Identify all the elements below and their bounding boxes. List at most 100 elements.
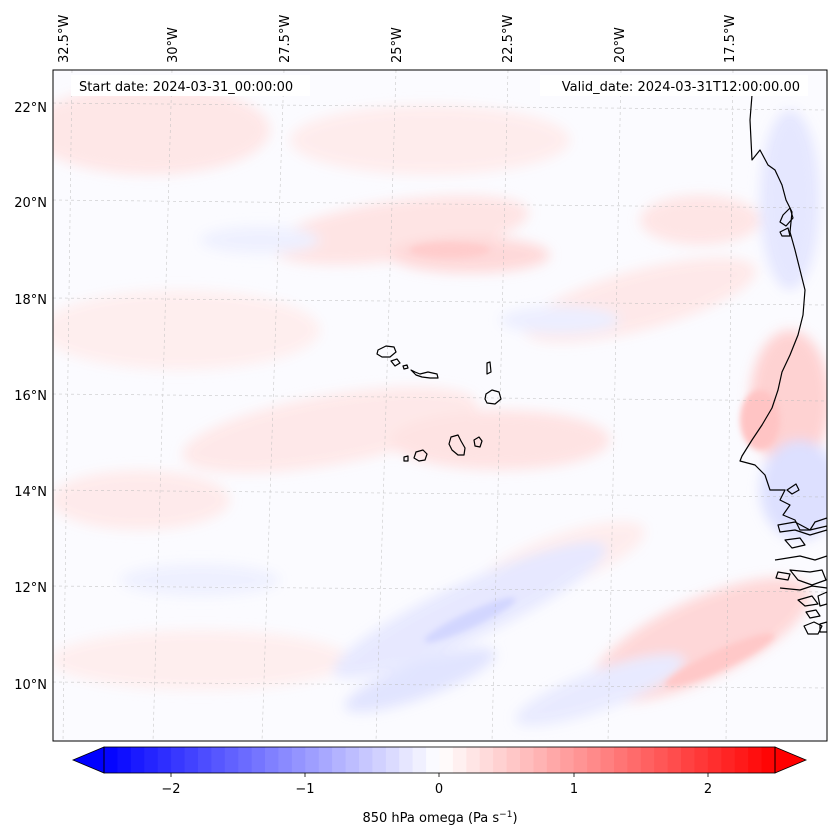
lon-label: 17.5°W [723,15,738,63]
colorbar-segment [197,747,212,773]
colorbar-tick-label: 2 [704,782,712,797]
lat-label: 18°N [14,293,47,308]
colorbar: −2 −1 0 1 2 850 hPa omega (Pa s−1) [71,746,808,826]
island-santiago [448,434,466,456]
colorbar-segment [318,747,333,773]
lat-label: 14°N [14,485,47,500]
colorbar-segment [694,747,709,773]
colorbar-segment [587,747,602,773]
gridlines [53,70,827,741]
colorbar-segment [479,747,494,773]
colorbar-segment [372,747,387,773]
colorbar-segment [157,747,172,773]
map-frame [52,69,828,742]
map-panel: Start date: 2024-03-31_00:00:00 Valid_da… [52,69,828,742]
lon-label: 27.5°W [278,15,293,63]
colorbar-frame [103,746,776,774]
island-sao-nicolau [410,369,439,379]
colorbar-segment [681,747,696,773]
colorbar-segment [224,747,239,773]
colorbar-segment [211,747,226,773]
colorbar-segment [305,747,320,773]
colorbar-segment [332,747,347,773]
colorbar-ticks [170,773,709,777]
colorbar-segment [600,747,615,773]
lat-label: 20°N [14,196,47,211]
colorbar-tick-label: −2 [161,782,180,797]
lon-label: 30°W [166,27,181,63]
lon-label: 25°W [390,27,405,63]
colorbar-segment [667,747,682,773]
colorbar-segment [358,747,373,773]
colorbar-segment [506,747,521,773]
lon-label: 20°W [613,27,628,63]
colorbar-segment [345,747,360,773]
colorbar-segment [130,747,145,773]
colorbar-segment [748,747,763,773]
start-date-box [71,75,310,96]
island-fogo [413,449,428,462]
colorbar-segment [412,747,427,773]
colorbar-segment [439,747,454,773]
island-brava [403,455,409,462]
colorbar-segment [265,747,280,773]
colorbar-tick-label: 0 [435,782,443,797]
colorbar-segment [546,747,561,773]
africa-coastline [739,94,827,531]
start-date-label: Start date: 2024-03-31_00:00:00 [79,80,293,95]
colorbar-segment [627,747,642,773]
colorbar-segment [104,747,119,773]
colorbar-segment [493,747,508,773]
colorbar-segment [278,747,293,773]
lat-label: 16°N [14,389,47,404]
lon-label: 22.5°W [501,15,516,63]
island-santa-luzia [402,364,409,370]
lat-label: 22°N [14,101,47,116]
colorbar-segment [184,747,199,773]
valid-date-label: Valid_date: 2024-03-31T12:00:00.00 [562,80,800,95]
colorbar-segment [613,747,628,773]
colorbar-segment [426,747,441,773]
valid-date-box [540,75,808,96]
colorbar-label: 850 hPa omega (Pa s−1) [362,810,517,826]
colorbar-segments [104,747,776,773]
colorbar-segment [560,747,575,773]
colorbar-segment [251,747,266,773]
colorbar-segment [238,747,253,773]
colorbar-segment [144,747,159,773]
island-sal [486,361,492,375]
longitude-labels: 32.5°W 30°W 27.5°W 25°W 22.5°W 20°W 17.5… [57,15,738,63]
colorbar-segment [573,747,588,773]
colorbar-segment [707,747,722,773]
colorbar-segment [452,747,467,773]
colorbar-segment [399,747,414,773]
colorbar-segment [533,747,548,773]
colorbar-segment [385,747,400,773]
lat-label: 10°N [14,678,47,693]
lon-label: 32.5°W [57,15,72,63]
island-sao-vicente [390,358,401,367]
colorbar-segment [761,747,776,773]
colorbar-segment [117,747,132,773]
lat-label: 12°N [14,581,47,596]
latitude-labels: 22°N 20°N 18°N 16°N 14°N 12°N 10°N [14,101,47,693]
cape-verde-islands [376,345,502,462]
coastline [739,94,827,635]
colorbar-high-extend [774,746,808,774]
colorbar-tick-label: 1 [570,782,578,797]
colorbar-segment [520,747,535,773]
colorbar-tick-label: −1 [295,782,314,797]
colorbar-segment [291,747,306,773]
colorbar-segment [171,747,186,773]
colorbar-segment [654,747,669,773]
colorbar-tick-labels: −2 −1 0 1 2 [161,782,712,797]
omega-field [53,85,827,727]
colorbar-segment [721,747,736,773]
island-maio [473,436,483,448]
colorbar-segment [466,747,481,773]
island-santo-antao [376,345,397,358]
colorbar-segment [640,747,655,773]
colorbar-low-extend [71,746,105,774]
colorbar-segment [734,747,749,773]
